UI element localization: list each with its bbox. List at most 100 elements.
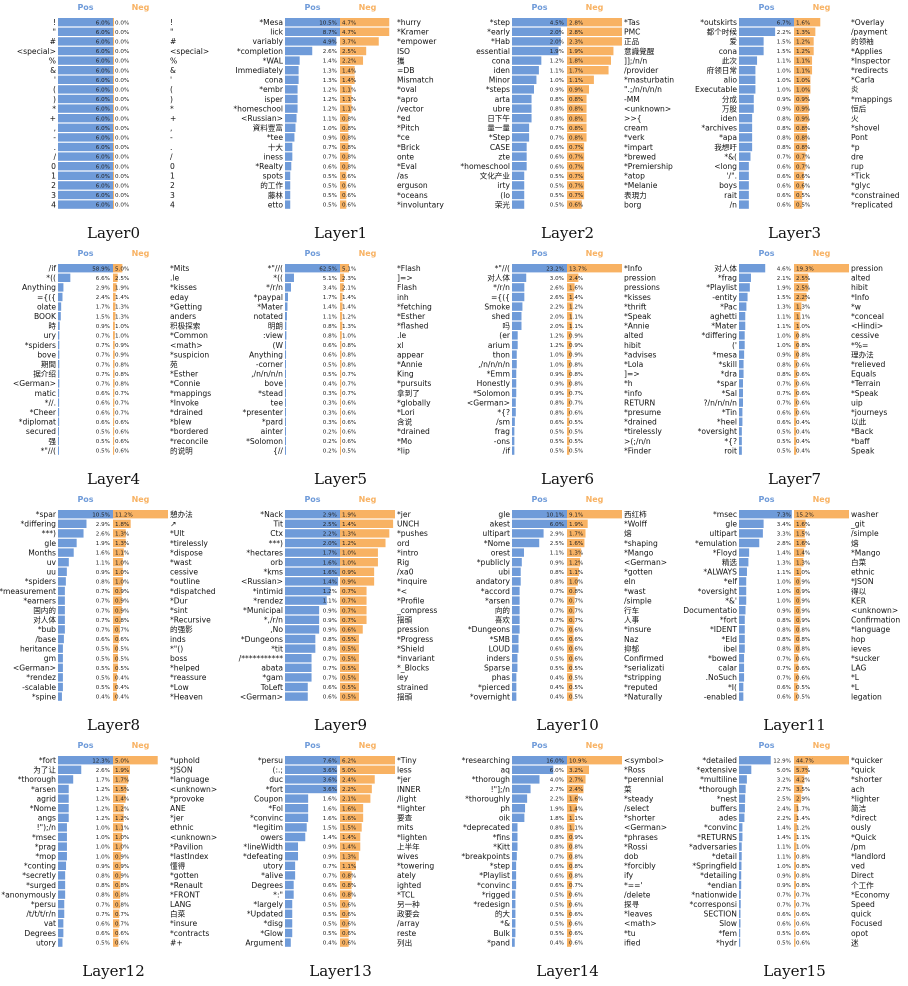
- neg-bar: [113, 104, 114, 113]
- pos-value-label: 0.8%: [96, 883, 110, 889]
- pos-bar: [285, 756, 340, 765]
- pos-value-label: 2.5%: [323, 522, 337, 528]
- neg-bar: [567, 577, 578, 586]
- pos-value-label: 2.0%: [550, 314, 564, 320]
- neg-token-label: RETURN: [624, 398, 655, 407]
- neg-token-label: *forcibly: [624, 862, 656, 871]
- neg-token-label: alted: [851, 274, 870, 283]
- neg-bar: [567, 114, 587, 123]
- pos-bar: [58, 398, 60, 407]
- pos-token-label: *Updated: [247, 910, 283, 919]
- bar-row: 2.2% 1.4%ades *direct: [719, 813, 877, 823]
- layer-panel: Pos Neg 7.3% 15.2% *msec washer 3.4% 1.6% gle _gi…: [681, 492, 908, 738]
- neg-token-label: pression: [397, 625, 429, 634]
- neg-value-label: 1.1%: [569, 324, 583, 330]
- bar-row: 0.6% 0.7%*//. *Invoke: [45, 398, 199, 407]
- neg-token-label: 上半年: [397, 841, 420, 851]
- pos-value-label: 0.9%: [323, 608, 337, 614]
- pos-bar: [285, 417, 286, 426]
- neg-token-label: 火: [851, 114, 859, 123]
- pos-value-label: 0.8%: [777, 116, 791, 122]
- neg-value-label: 2.1%: [342, 286, 356, 292]
- pos-token-label: *disg: [263, 919, 283, 928]
- neg-value-label: 1.6%: [796, 20, 810, 26]
- pos-bar: [58, 190, 113, 200]
- neg-header: Neg: [132, 741, 150, 750]
- neg-bar: [794, 408, 798, 417]
- bar-row: 1.0% 0.8%,/n/n/n/n *Lola: [478, 360, 643, 369]
- neg-token-label: 个工作: [851, 880, 874, 890]
- pos-token-label: -corner: [256, 360, 284, 369]
- pos-bar: [58, 928, 64, 938]
- neg-value-label: 1.0%: [796, 570, 810, 576]
- neg-bar: [113, 388, 115, 398]
- pos-value-label: 2.5%: [777, 797, 791, 803]
- pos-bar: [58, 634, 64, 644]
- neg-value-label: 1.7%: [569, 532, 583, 538]
- neg-bar: [567, 900, 572, 909]
- neg-token-label: *Lola: [624, 360, 643, 369]
- neg-value-label: 0.7%: [115, 401, 129, 407]
- neg-token-label: *lip: [397, 446, 410, 455]
- pos-token-label: (: [53, 85, 56, 94]
- pos-value-label: 2.6%: [96, 768, 110, 774]
- pos-bar: [512, 804, 526, 813]
- bar-row: 0.7% 1.0%ury *Common: [44, 331, 208, 340]
- neg-value-label: 1.5%: [342, 826, 356, 832]
- bar-row: 1.5% 1.3%BOOK anders: [34, 312, 196, 321]
- pos-bar: [285, 66, 299, 75]
- pos-bar: [58, 56, 113, 65]
- pos-token-label: #: [50, 37, 56, 46]
- pos-value-label: 0.7%: [323, 656, 337, 662]
- neg-token-label: *involuntary: [397, 200, 444, 209]
- neg-token-label: Speed: [851, 900, 875, 909]
- neg-token-label: (: [170, 85, 173, 94]
- bar-row: 1.0% 0.9%*oversight 得以: [698, 586, 867, 596]
- neg-bar: [567, 264, 622, 273]
- neg-bar: [113, 321, 115, 330]
- pos-value-label: 1.0%: [550, 353, 564, 359]
- bar-row: 0.4% 0.5%*overnight *Naturally: [470, 692, 663, 701]
- neg-token-label: ach: [851, 785, 865, 794]
- pos-value-label: 0.7%: [323, 666, 337, 672]
- pos-bar: [285, 861, 296, 870]
- neg-value-label: 0.9%: [115, 599, 129, 605]
- pos-token-label: *pard: [262, 418, 283, 427]
- neg-token-label: 西红柿: [624, 509, 647, 519]
- pos-value-label: 0.5%: [777, 430, 791, 436]
- neg-value-label: 0.0%: [115, 97, 129, 103]
- neg-bar: [113, 181, 114, 190]
- neg-bar: [567, 673, 573, 682]
- neg-bar: [567, 756, 622, 765]
- pos-bar: [739, 756, 771, 765]
- neg-token-label: LANG: [170, 900, 191, 909]
- neg-token-label: *reputed: [624, 683, 658, 692]
- pos-token-label: *&': [725, 596, 737, 605]
- neg-token-label: /vector: [397, 104, 425, 113]
- bar-row: 0.6% 0.6%*SMB Naz: [490, 634, 638, 644]
- neg-value-label: 0.9%: [115, 353, 129, 359]
- pos-value-label: 0.6%: [96, 391, 110, 397]
- pos-token-label: *fort: [720, 616, 737, 625]
- neg-token-label: *Esther: [397, 312, 426, 321]
- bar-row: 0.5% 0.7%文化产业 *atop: [480, 171, 645, 181]
- pos-bar: [512, 606, 520, 615]
- pos-bar: [285, 871, 296, 880]
- pos-token-label: 对人体: [33, 615, 56, 625]
- pos-value-label: 0.3%: [323, 391, 337, 397]
- bar-row: 2.6% 1.4%={({*kisses: [491, 292, 651, 302]
- pos-bar: [285, 586, 331, 596]
- neg-value-label: 0.8%: [796, 854, 810, 860]
- neg-bar: [567, 94, 587, 104]
- neg-bar: [794, 880, 796, 890]
- neg-bar: [794, 538, 806, 548]
- pos-value-label: 6.0%: [96, 155, 110, 161]
- neg-token-label: *reassure: [170, 673, 207, 682]
- pos-value-label: 0.5%: [96, 430, 110, 436]
- pos-value-label: 7.6%: [323, 758, 337, 764]
- neg-token-label: /delete: [624, 890, 651, 899]
- bar-row: 0.9% 0.8%Honestly *h: [477, 379, 633, 388]
- neg-bar: [567, 321, 573, 330]
- pos-value-label: 1.2%: [323, 88, 337, 94]
